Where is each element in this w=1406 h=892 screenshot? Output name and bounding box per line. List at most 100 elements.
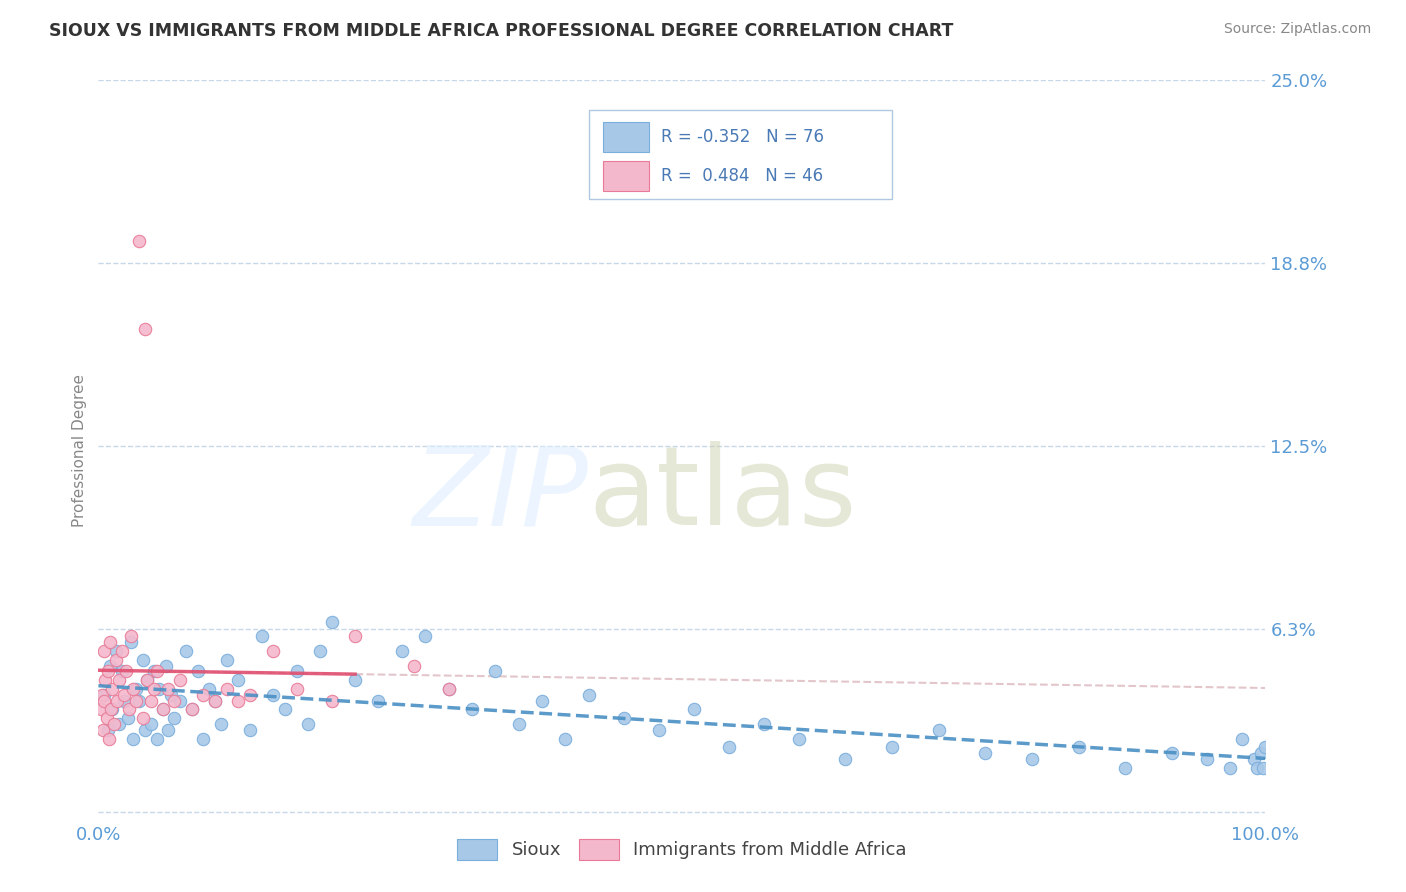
Point: [136, 673, 159, 688]
Point: [215, 653, 238, 667]
Point: [163, 711, 186, 725]
Point: [155, 658, 177, 673]
Point: [120, 635, 142, 649]
Point: [93, 688, 115, 702]
Point: [118, 702, 141, 716]
Point: [105, 693, 128, 707]
Point: [97, 723, 120, 737]
Point: [169, 673, 191, 688]
Legend: Sioux, Immigrants from Middle Africa: Sioux, Immigrants from Middle Africa: [450, 832, 914, 867]
Point: [91, 723, 114, 737]
Point: [125, 681, 148, 696]
Point: [117, 711, 139, 725]
Point: [169, 693, 191, 707]
Point: [132, 653, 155, 667]
Point: [228, 673, 250, 688]
Point: [204, 693, 226, 707]
Point: [112, 688, 135, 702]
Text: R = -0.352   N = 76: R = -0.352 N = 76: [661, 128, 824, 146]
Point: [682, 702, 704, 716]
Point: [1254, 740, 1277, 755]
Point: [787, 731, 810, 746]
Point: [112, 693, 135, 707]
Point: [128, 693, 150, 707]
Point: [204, 693, 226, 707]
Point: [148, 681, 170, 696]
Point: [262, 688, 284, 702]
Point: [1161, 747, 1184, 761]
Point: [1114, 761, 1136, 775]
Point: [239, 723, 262, 737]
Point: [96, 711, 118, 725]
Point: [146, 665, 169, 679]
Point: [111, 665, 134, 679]
Point: [93, 644, 115, 658]
Point: [285, 681, 308, 696]
Point: [309, 644, 332, 658]
Point: [647, 723, 669, 737]
Point: [752, 717, 775, 731]
Point: [321, 693, 343, 707]
Point: [461, 702, 484, 716]
Point: [274, 702, 297, 716]
Point: [103, 717, 125, 731]
Point: [1021, 752, 1043, 766]
Point: [1243, 752, 1265, 766]
Point: [97, 665, 120, 679]
Point: [134, 723, 156, 737]
Point: [90, 702, 112, 716]
Point: [108, 673, 131, 688]
Point: [297, 717, 319, 731]
Point: [344, 629, 367, 643]
Point: [402, 658, 425, 673]
Point: [122, 681, 145, 696]
Point: [1195, 752, 1218, 766]
Point: [90, 688, 112, 702]
Point: [215, 681, 238, 696]
Point: [132, 711, 155, 725]
Point: [250, 629, 273, 643]
Point: [1067, 740, 1090, 755]
Text: R =  0.484   N = 46: R = 0.484 N = 46: [661, 167, 823, 185]
Point: [128, 234, 150, 248]
Point: [108, 717, 131, 731]
Point: [530, 693, 553, 707]
Point: [209, 717, 232, 731]
FancyBboxPatch shape: [589, 110, 891, 199]
Point: [159, 688, 181, 702]
Point: [125, 693, 148, 707]
Point: [239, 688, 262, 702]
Point: [163, 693, 186, 707]
Point: [717, 740, 740, 755]
Point: [367, 693, 389, 707]
Point: [93, 693, 115, 707]
Point: [101, 681, 124, 696]
Point: [413, 629, 436, 643]
Point: [143, 665, 166, 679]
Point: [134, 322, 156, 336]
Point: [122, 731, 145, 746]
Point: [97, 731, 120, 746]
Bar: [603, 122, 650, 153]
Text: SIOUX VS IMMIGRANTS FROM MIDDLE AFRICA PROFESSIONAL DEGREE CORRELATION CHART: SIOUX VS IMMIGRANTS FROM MIDDLE AFRICA P…: [49, 22, 953, 40]
Point: [437, 681, 460, 696]
Point: [101, 702, 124, 716]
Point: [928, 723, 950, 737]
Point: [152, 702, 174, 716]
Point: [152, 702, 174, 716]
Point: [139, 693, 162, 707]
Point: [120, 629, 142, 643]
Point: [174, 644, 197, 658]
Point: [157, 723, 180, 737]
Point: [578, 688, 600, 702]
Point: [180, 702, 202, 716]
Point: [554, 731, 576, 746]
Point: [193, 688, 215, 702]
Point: [98, 635, 121, 649]
Point: [180, 702, 202, 716]
Point: [262, 644, 284, 658]
Point: [1219, 761, 1241, 775]
Point: [484, 665, 506, 679]
Point: [115, 665, 138, 679]
Point: [1246, 761, 1268, 775]
